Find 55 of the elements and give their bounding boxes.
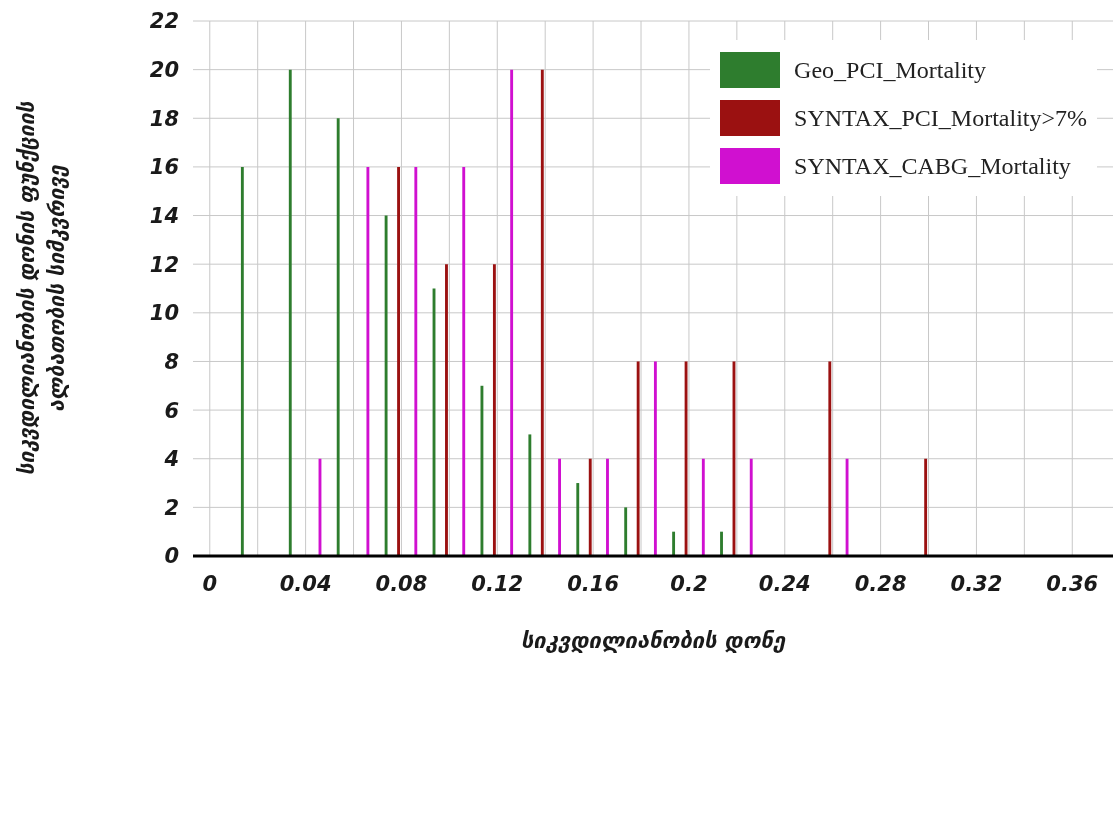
bar [588, 458, 592, 556]
bar [366, 166, 370, 556]
bar [672, 531, 676, 556]
bar [558, 458, 561, 556]
bar [606, 458, 609, 556]
x-tick-label: 0.24 [758, 571, 811, 596]
legend-label: SYNTAX_PCI_Mortality>7% [794, 104, 1087, 132]
y-tick-label: 18 [149, 106, 179, 131]
y-tick-label: 12 [149, 252, 179, 277]
bar [701, 458, 705, 556]
bar [720, 531, 723, 556]
bar [653, 361, 657, 556]
bar [384, 215, 388, 556]
x-tick-label: 0.04 [279, 571, 332, 596]
bar [397, 166, 400, 556]
bar [924, 458, 928, 556]
bar [462, 166, 466, 556]
x-tick-label: 0.32 [950, 571, 1003, 596]
x-tick-label: 0 [202, 571, 218, 596]
x-tick-label: 0.28 [854, 571, 907, 596]
y-tick-label: 22 [149, 9, 179, 34]
bar [636, 361, 640, 556]
y-tick-label: 20 [149, 58, 179, 83]
bar [540, 69, 544, 556]
x-tick-label: 0.36 [1046, 571, 1099, 596]
x-tick-label: 0.12 [471, 571, 524, 596]
bar [445, 264, 448, 556]
bar [624, 507, 628, 556]
legend-label: SYNTAX_CABG_Mortality [794, 152, 1071, 180]
y-tick-label: 8 [164, 349, 179, 374]
bar [845, 458, 849, 556]
bar [749, 458, 753, 556]
bar [492, 264, 496, 556]
bar [414, 166, 418, 556]
legend-label: Geo_PCI_Mortality [794, 56, 987, 84]
bar [288, 69, 292, 556]
x-tick-label: 0.08 [375, 571, 428, 596]
bar [510, 69, 514, 556]
y-tick-label: 4 [163, 447, 179, 472]
bar [528, 434, 532, 556]
y-tick-label: 10 [149, 301, 179, 326]
y-tick-label: 6 [164, 398, 179, 423]
bar [240, 166, 244, 556]
y-tick-label: 0 [164, 544, 179, 569]
y-tick-label: 2 [164, 495, 179, 520]
x-tick-label: 0.2 [670, 571, 708, 596]
bar [576, 483, 580, 556]
x-axis-title: სიკვდილიანობის დონე [520, 628, 787, 653]
bar [336, 118, 340, 556]
y-tick-label: 14 [149, 204, 179, 228]
bar [828, 361, 832, 556]
x-tick-label: 0.16 [567, 571, 620, 596]
y-axis-title: სიკვდილიანობის დონის ფუნქციის ალბათობის სიმკვრივე [15, 101, 69, 476]
bar [684, 361, 688, 556]
y-tick-label: 16 [149, 155, 179, 180]
